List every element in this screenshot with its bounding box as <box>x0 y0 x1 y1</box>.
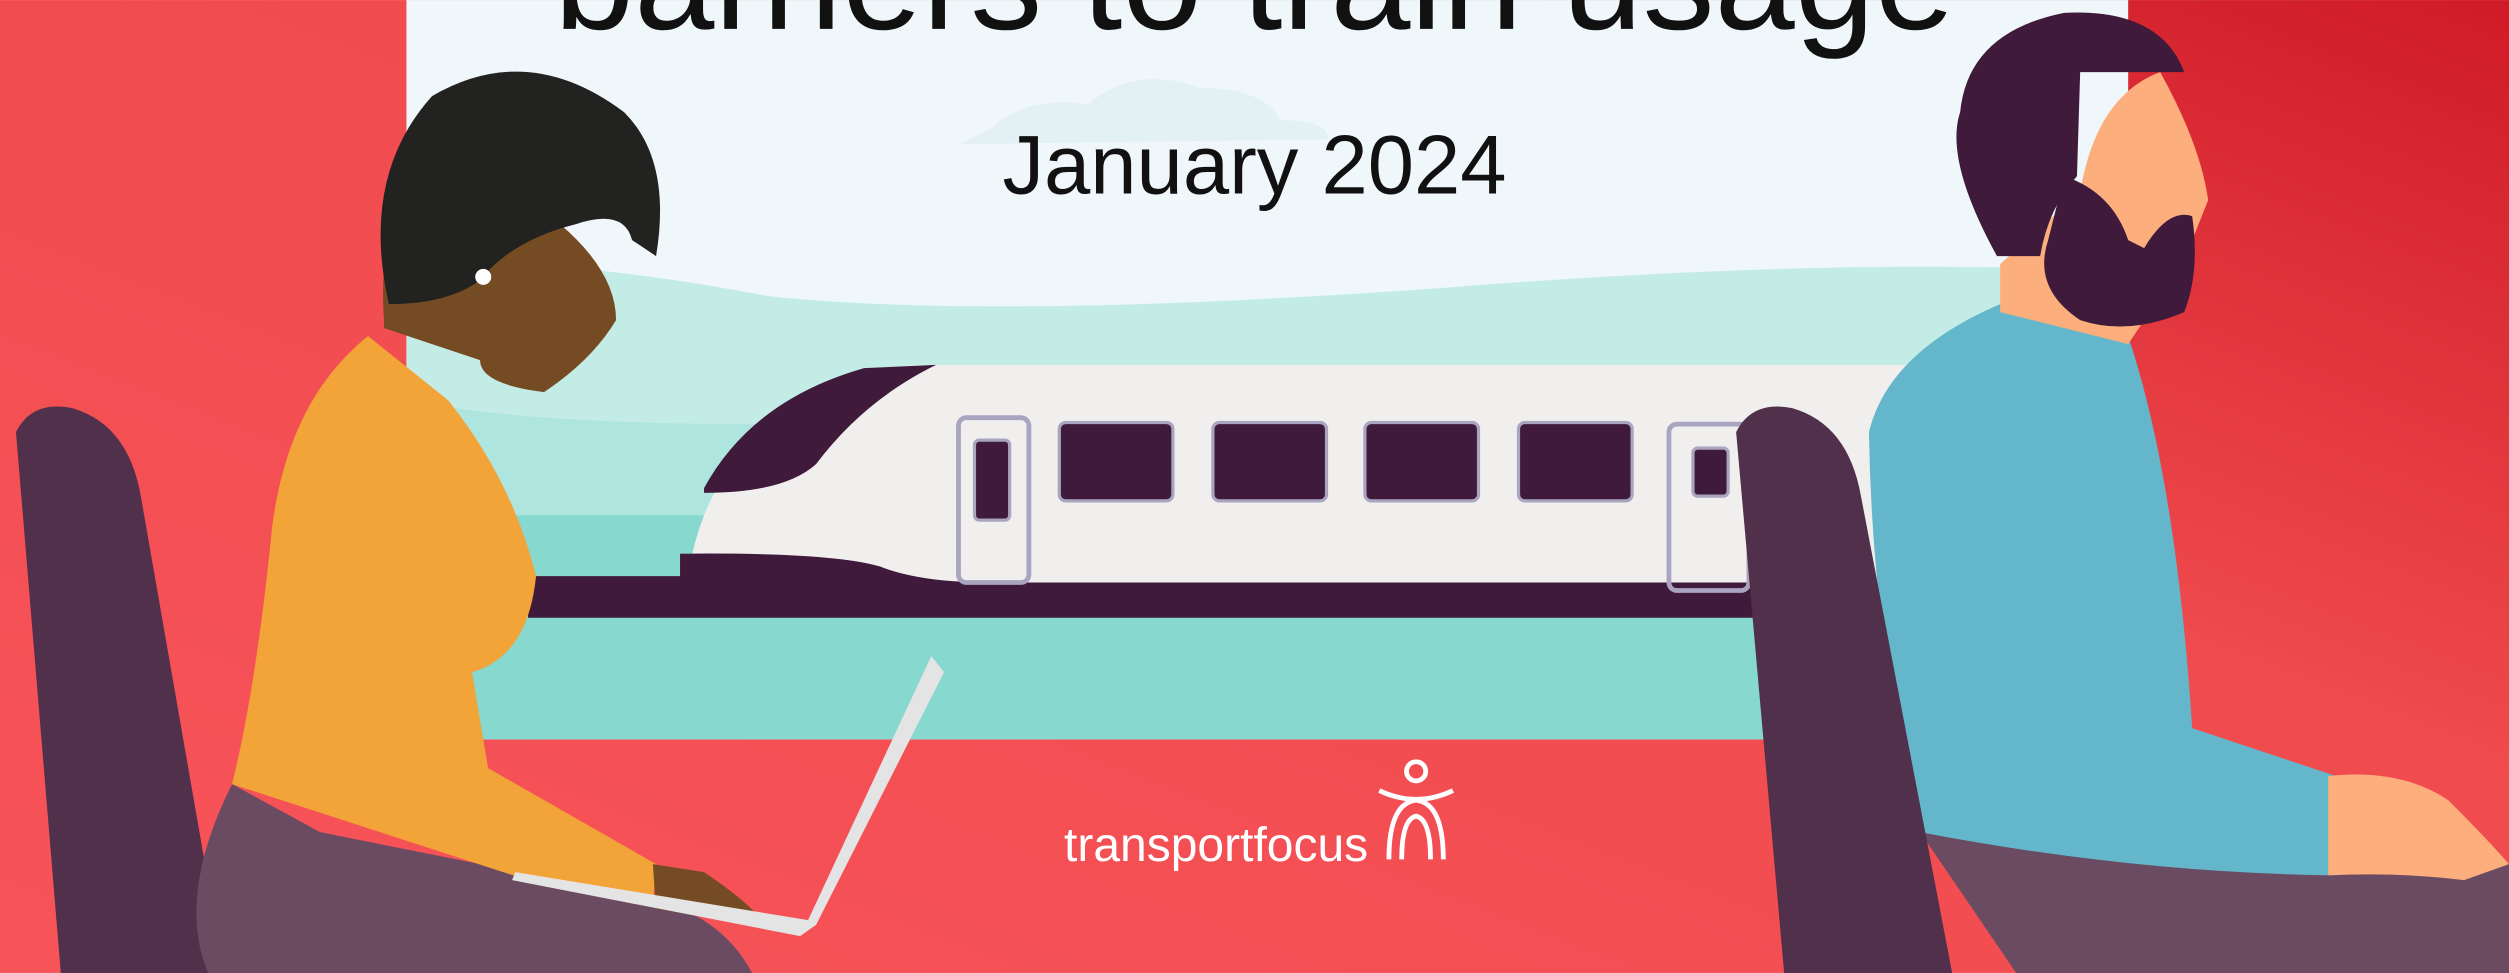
date: January 2024 <box>1002 119 1506 212</box>
woman <box>16 71 945 973</box>
logo-text: transportfocus <box>1064 819 1368 872</box>
logo: transportfocus <box>1064 759 1454 872</box>
man <box>1736 12 2509 973</box>
title: barriers to train usage <box>554 0 1955 60</box>
